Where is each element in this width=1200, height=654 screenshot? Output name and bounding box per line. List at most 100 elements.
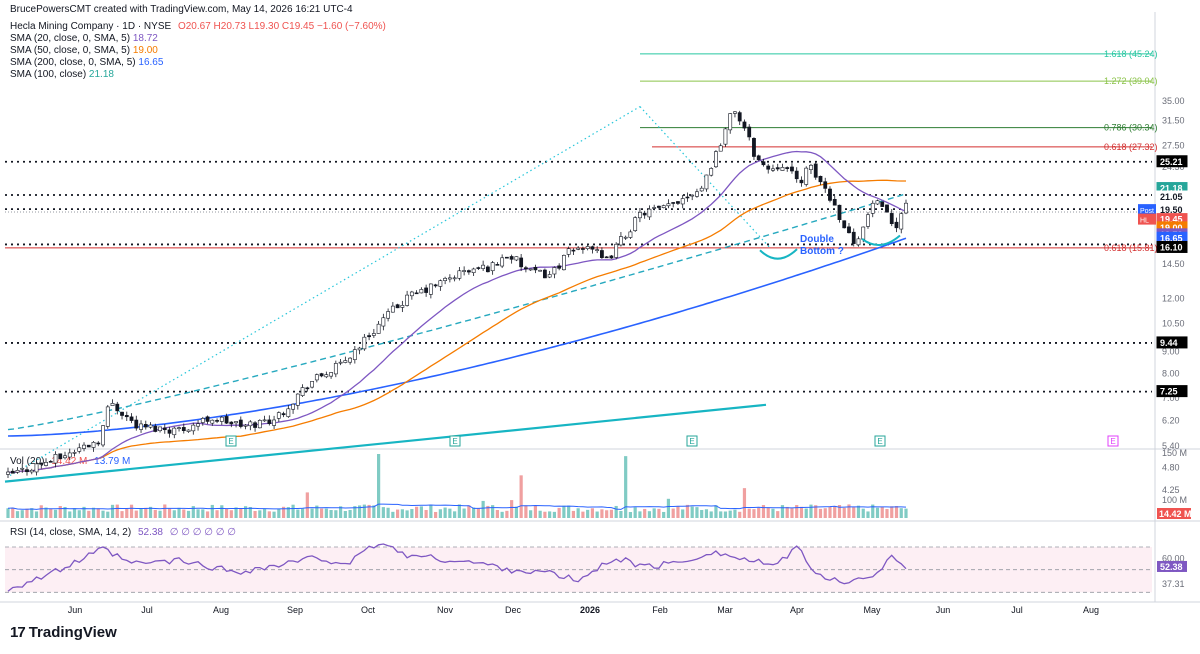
volume-bar: [129, 504, 134, 518]
symbol-legend: Hecla Mining Company · 1D · NYSE O20.67 …: [10, 21, 386, 33]
volume-legend-label[interactable]: Vol (20): [10, 456, 45, 467]
candle-body: [614, 243, 619, 258]
candle-body: [29, 469, 34, 473]
candle-body: [53, 454, 58, 464]
candle-body: [300, 387, 305, 396]
volume-bar: [343, 511, 347, 518]
volume-bar: [391, 511, 395, 518]
candle-body: [552, 267, 557, 275]
volume-bar: [167, 508, 172, 518]
candle-body: [476, 267, 481, 269]
rsi-label-box: [1157, 560, 1187, 572]
candle-body: [904, 202, 908, 214]
candle-body: [671, 202, 676, 204]
volume-bar: [281, 506, 286, 518]
candle-body: [153, 425, 158, 432]
indicator-value: 18.72: [130, 33, 158, 44]
volume-bar: [486, 505, 490, 518]
volume-bar: [799, 506, 804, 518]
candle-body: [604, 256, 609, 259]
rsi-legend-label[interactable]: RSI (14, close, SMA, 14, 2): [10, 527, 132, 538]
volume-bar: [120, 511, 124, 518]
indicator-legend-0[interactable]: SMA (20, close, 0, SMA, 5) 18.72: [10, 33, 158, 45]
candle-body: [638, 211, 642, 219]
volume-bar: [415, 506, 419, 518]
sma-200-line: [7, 237, 907, 437]
candle-body: [661, 205, 666, 208]
volume-bar: [652, 508, 656, 518]
price-tick-10: 9.00: [1162, 347, 1180, 357]
earnings-marker-0: E: [228, 437, 233, 446]
candle-body: [286, 408, 291, 417]
volume-bar: [761, 505, 766, 518]
volume-bar: [567, 505, 571, 518]
volume-bar: [34, 511, 39, 518]
candle-body: [728, 113, 733, 131]
fib-level-label-4: 0.618 (15.81): [1104, 243, 1158, 253]
candle-body: [547, 274, 552, 278]
candle-body: [20, 467, 25, 470]
volume-bar: [747, 508, 751, 518]
candle-body: [704, 174, 709, 190]
volume-bar: [148, 506, 153, 518]
candle-body: [642, 212, 647, 216]
fib-trend-line-up: [9, 106, 641, 477]
candle-body: [82, 444, 86, 449]
symbol-line[interactable]: Hecla Mining Company · 1D · NYSE: [10, 21, 172, 32]
candle-body: [253, 422, 257, 428]
candle-body: [276, 412, 281, 419]
candle-body: [77, 447, 82, 452]
volume-bar: [25, 508, 29, 518]
indicator-legend-3[interactable]: SMA (100, close) 21.18: [10, 69, 114, 81]
candle-body: [167, 429, 172, 434]
volume-bar: [15, 511, 20, 518]
indicator-legend-2[interactable]: SMA (200, close, 0, SMA, 5) 16.65: [10, 57, 163, 69]
candle-body: [291, 403, 295, 410]
volume-bar: [766, 507, 770, 518]
volume-bar: [533, 505, 537, 518]
rsi-tick-0: 60.00: [1162, 553, 1185, 563]
candle-body: [371, 333, 376, 336]
candle-body: [386, 311, 391, 319]
sma-100-line: [7, 193, 907, 431]
candle-body: [134, 419, 139, 429]
volume-bar: [381, 507, 385, 518]
candle-body: [25, 469, 29, 473]
candle-body: [129, 416, 134, 421]
candle-body: [504, 256, 509, 259]
candle-body: [262, 419, 267, 422]
volume-bar: [638, 511, 642, 518]
candle-body: [752, 138, 756, 157]
volume-bar: [738, 511, 742, 518]
candle-body: [414, 292, 419, 295]
candle-body: [72, 452, 77, 454]
indicator-legend-1[interactable]: SMA (50, close, 0, SMA, 5) 19.00: [10, 45, 158, 57]
price-label-7: 16.65: [1160, 233, 1183, 243]
volume-bar: [329, 509, 333, 518]
candle-body: [837, 204, 842, 220]
candle-body: [39, 462, 44, 465]
price-label-3: 19.50: [1160, 205, 1183, 215]
time-tick-Aug: Aug: [1083, 605, 1099, 615]
volume-bar: [182, 509, 186, 518]
volume-bar: [742, 488, 747, 518]
earnings-marker-box-4: [1107, 435, 1119, 447]
price-label-box-0: [1156, 155, 1188, 168]
candle-body: [462, 270, 467, 272]
candle-body: [623, 236, 628, 239]
volume-bar: [804, 508, 808, 518]
volume-bar: [91, 507, 96, 518]
candle-body: [685, 196, 690, 199]
candle-body: [447, 277, 452, 280]
candle-body: [690, 194, 695, 197]
candle-body: [205, 416, 210, 422]
price-tick-11: 8.00: [1162, 368, 1180, 378]
candle-body: [172, 427, 177, 436]
volume-bar: [776, 511, 780, 518]
price-tick-13: 6.20: [1162, 415, 1180, 425]
price-label-1: 21.18: [1160, 184, 1183, 194]
volume-bar: [201, 509, 205, 518]
volume-bar: [262, 508, 267, 518]
volume-sma-line: [7, 503, 907, 510]
